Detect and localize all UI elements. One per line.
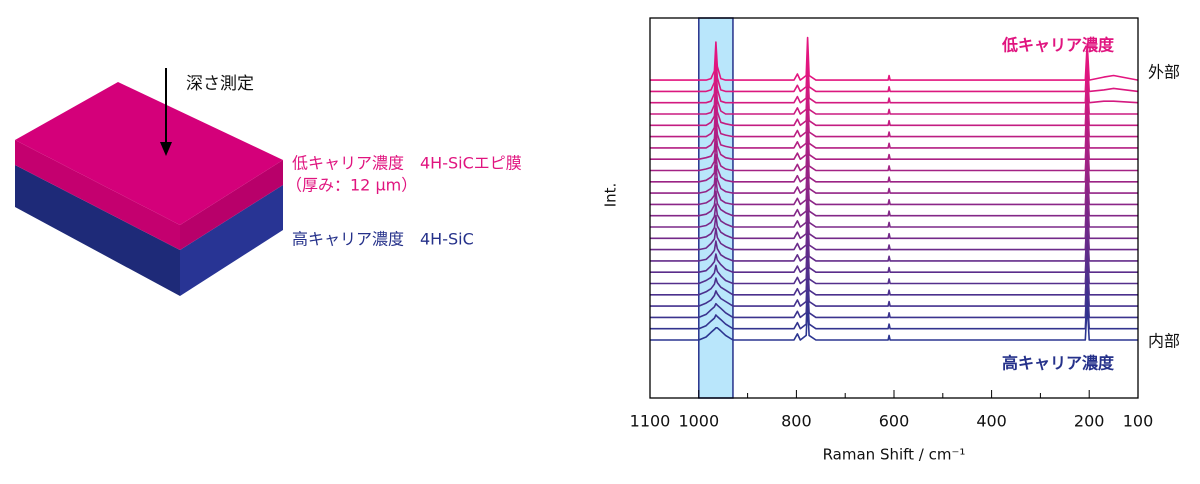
top-layer-label: 低キャリア濃度 4H-SiCエピ膜 — [292, 154, 522, 173]
epi-left — [15, 140, 180, 250]
top-layer-note: （厚み：12 μm） — [286, 176, 417, 195]
arrow-head — [160, 142, 172, 156]
x-tick-label: 400 — [976, 412, 1007, 431]
substrate-left — [15, 165, 180, 296]
x-tick-label: 100 — [1123, 412, 1154, 431]
arrow-label: 深さ測定 — [186, 74, 254, 94]
epi-top — [15, 82, 283, 225]
spectrum — [650, 36, 1139, 81]
wafer-diagram: 深さ測定 低キャリア濃度 4H-SiCエピ膜 （厚み：12 μm） 高キャリア濃… — [15, 68, 522, 296]
top-annotation: 低キャリア濃度 — [1001, 36, 1115, 55]
outer-label: 外部 — [1148, 63, 1180, 82]
y-axis-label: Int. — [602, 183, 620, 208]
x-tick-label: 1000 — [678, 412, 719, 431]
x-tick-label: 800 — [781, 412, 812, 431]
bottom-layer-label: 高キャリア濃度 4H-SiC — [292, 230, 474, 249]
bottom-annotation: 高キャリア濃度 — [1002, 354, 1115, 373]
x-tick-label: 1100 — [630, 412, 671, 431]
x-tick-label: 200 — [1074, 412, 1105, 431]
x-axis-label: Raman Shift / cm⁻¹ — [823, 446, 966, 464]
substrate-right — [180, 185, 283, 296]
x-tick-label: 600 — [879, 412, 910, 431]
inner-label: 内部 — [1148, 332, 1180, 351]
epi-right — [180, 160, 283, 250]
